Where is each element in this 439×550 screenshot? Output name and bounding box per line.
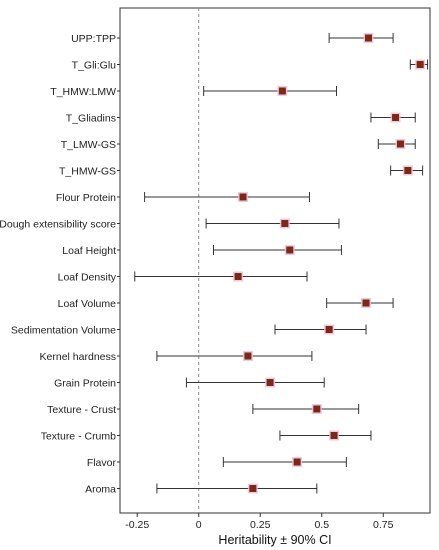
estimate-point <box>416 61 424 68</box>
category-label: T_Gli:Glu <box>72 60 117 72</box>
estimate-row: Kernel hardness <box>40 351 313 363</box>
estimate-point <box>278 87 286 95</box>
estimate-row: T_HMW:LMW <box>50 86 338 98</box>
estimate-point <box>392 114 400 121</box>
estimate-point <box>364 34 372 42</box>
estimate-point <box>313 405 321 413</box>
estimate-point <box>404 167 412 174</box>
estimate-point <box>325 326 333 333</box>
estimate-point <box>293 458 301 466</box>
category-label: Flour Protein <box>56 192 116 204</box>
category-label: Flavor <box>87 457 117 469</box>
estimate-point <box>330 432 338 439</box>
category-label: Grain Protein <box>54 378 116 390</box>
x-tick-label: 0 <box>196 519 202 531</box>
category-label: T_HMW-GS <box>59 166 116 178</box>
estimate-row: Sedimentation Volume <box>11 324 367 337</box>
x-tick-label: 0.5 <box>314 519 329 531</box>
category-label: UPP:TPP <box>71 33 116 45</box>
category-label: Aroma <box>85 484 116 496</box>
category-label: Texture - Crust <box>47 404 116 416</box>
category-label: T_LMW-GS <box>61 139 116 151</box>
estimate-row: Grain Protein <box>54 377 325 390</box>
category-label: Loaf Density <box>58 272 117 284</box>
estimate-point <box>286 246 294 254</box>
estimate-row: Flour Protein <box>56 192 310 204</box>
category-label: Loaf Volume <box>58 298 117 310</box>
category-label: Sedimentation Volume <box>11 325 116 337</box>
category-label: Dough extensibility score <box>0 219 116 231</box>
estimate-row: T_Gli:Glu <box>72 59 429 72</box>
estimate-point <box>244 352 252 360</box>
estimate-point <box>281 220 289 227</box>
estimate-row: T_LMW-GS <box>61 139 416 151</box>
plot-panel <box>119 7 431 514</box>
x-axis-title: Heritability ± 90% CI <box>218 533 331 547</box>
category-label: Kernel hardness <box>40 351 116 363</box>
category-label: Loaf Height <box>62 245 116 257</box>
estimate-row: Loaf Density <box>58 271 308 284</box>
estimate-row: Loaf Height <box>62 245 342 257</box>
estimate-row: UPP:TPP <box>71 33 394 45</box>
x-tick-label: 0.75 <box>373 519 394 531</box>
estimate-row: Aroma <box>85 483 318 496</box>
category-label: T_HMW:LMW <box>50 86 116 98</box>
estimate-point <box>234 273 242 280</box>
x-tick-label: -0.25 <box>125 519 149 531</box>
estimate-row: Loaf Volume <box>58 298 394 310</box>
x-tick-label: 0.25 <box>250 519 271 531</box>
estimate-row: T_HMW-GS <box>59 165 424 178</box>
estimate-point <box>362 299 370 307</box>
estimate-row: Dough extensibility score <box>0 218 340 231</box>
estimate-point <box>249 485 257 492</box>
estimate-row: Flavor <box>87 457 347 469</box>
category-label: T_Gliadins <box>66 113 116 125</box>
estimate-point <box>396 140 404 148</box>
estimate-point <box>266 379 274 386</box>
estimate-row: Texture - Crumb <box>41 430 372 443</box>
category-label: Texture - Crumb <box>41 431 116 443</box>
estimate-row: Texture - Crust <box>47 404 360 416</box>
estimate-point <box>239 193 247 201</box>
estimate-row: T_Gliadins <box>66 112 416 125</box>
